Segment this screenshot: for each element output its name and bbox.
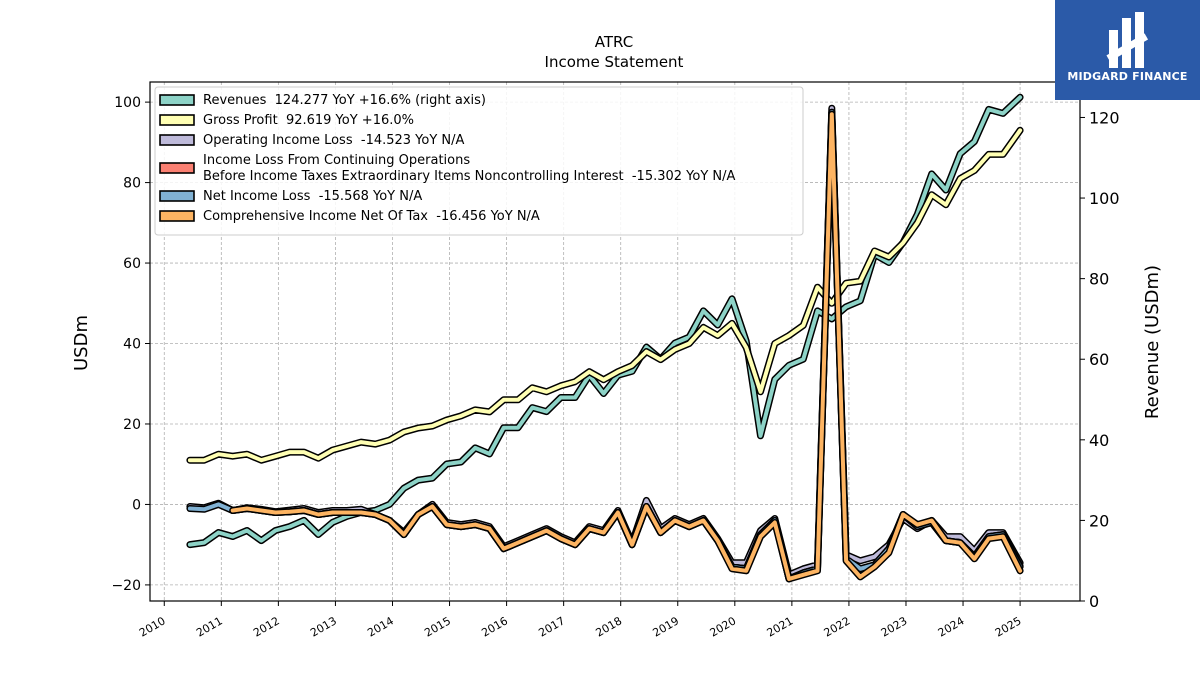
series-gross-profit <box>186 126 1024 464</box>
x-tick-label: 2016 <box>479 614 510 639</box>
x-tick-label: 2012 <box>251 614 282 639</box>
legend-swatch <box>159 114 195 126</box>
legend-entry: Gross Profit 92.619 YoY +16.0% <box>159 113 414 128</box>
series-line <box>187 128 1023 463</box>
x-tick-label: 2011 <box>194 614 225 639</box>
y-tick-label: 80 <box>123 176 141 192</box>
y2-axis-label: Revenue (USDm) <box>1142 265 1163 419</box>
legend-entry: Income Loss From Continuing OperationsBe… <box>159 153 736 184</box>
chart-subtitle: Income Statement <box>545 53 684 71</box>
legend-swatch <box>159 210 195 222</box>
y2-tick-label: 120 <box>1089 108 1120 127</box>
x-tick-label: 2024 <box>936 614 967 639</box>
legend-entry: Net Income Loss -15.568 YoY N/A <box>159 189 422 204</box>
series-line <box>187 95 1023 547</box>
y-axis-label: USDm <box>71 315 92 371</box>
y2-tick-label: 60 <box>1089 350 1109 369</box>
midgard-finance-logo: MIDGARD FINANCE <box>1055 0 1200 100</box>
y2-tick-label: 100 <box>1089 189 1120 208</box>
legend: Revenues 124.277 YoY +16.6% (right axis)… <box>154 86 804 236</box>
plot-frame <box>149 81 1081 602</box>
logo-mark-icon <box>1106 12 1149 68</box>
y2-tick-label: 80 <box>1089 270 1109 289</box>
x-tick-label: 2015 <box>422 614 453 639</box>
legend-swatch <box>159 162 195 174</box>
x-tick-label: 2017 <box>536 614 567 639</box>
legend-label: Gross Profit 92.619 YoY +16.0% <box>203 113 414 128</box>
y-tick-label: −20 <box>111 578 141 594</box>
legend-label: Revenues 124.277 YoY +16.6% (right axis) <box>203 93 486 108</box>
x-tick-label: 2025 <box>993 614 1024 639</box>
legend-entry: Comprehensive Income Net Of Tax -16.456 … <box>159 209 540 224</box>
x-tick-label: 2018 <box>593 614 624 639</box>
legend-box <box>154 86 804 236</box>
y-tick-label: 20 <box>123 417 141 433</box>
legend-label: Net Income Loss -15.568 YoY N/A <box>203 189 422 204</box>
series-layer <box>186 93 1024 583</box>
y2-tick-label: 0 <box>1089 592 1099 611</box>
x-tick-label: 2023 <box>879 614 910 639</box>
logo-text: MIDGARD FINANCE <box>1067 70 1188 83</box>
x-tick-label: 2019 <box>651 614 682 639</box>
x-tick-label: 2010 <box>137 614 168 639</box>
chart-title: ATRC <box>595 33 633 51</box>
legend-entry: Operating Income Loss -14.523 YoY N/A <box>159 133 465 148</box>
legend-swatch <box>159 134 195 146</box>
legend-label: Operating Income Loss -14.523 YoY N/A <box>203 133 465 148</box>
legend-swatch <box>159 190 195 202</box>
y2-tick-label: 20 <box>1089 511 1109 530</box>
y-tick-label: 40 <box>123 337 141 353</box>
legend-swatch <box>159 94 195 106</box>
x-tick-label: 2020 <box>708 614 739 639</box>
legend-label: Comprehensive Income Net Of Tax -16.456 … <box>203 209 540 224</box>
series-revenues <box>186 93 1024 549</box>
y-tick-label: 0 <box>132 497 141 513</box>
x-tick-label: 2021 <box>765 614 796 639</box>
legend-label: Before Income Taxes Extraordinary Items … <box>203 169 736 184</box>
x-tick-label: 2022 <box>822 614 853 639</box>
y2-tick-label: 40 <box>1089 431 1109 450</box>
series-line <box>230 112 1023 581</box>
y-tick-label: 60 <box>123 256 141 272</box>
legend-entry: Revenues 124.277 YoY +16.6% (right axis) <box>159 93 486 108</box>
legend-label: Income Loss From Continuing Operations <box>203 153 470 168</box>
x-tick-label: 2014 <box>365 614 396 639</box>
series-comprehensive-income-net-of-tax <box>229 110 1024 583</box>
y-tick-label: 100 <box>114 95 141 111</box>
x-tick-label: 2013 <box>308 614 339 639</box>
